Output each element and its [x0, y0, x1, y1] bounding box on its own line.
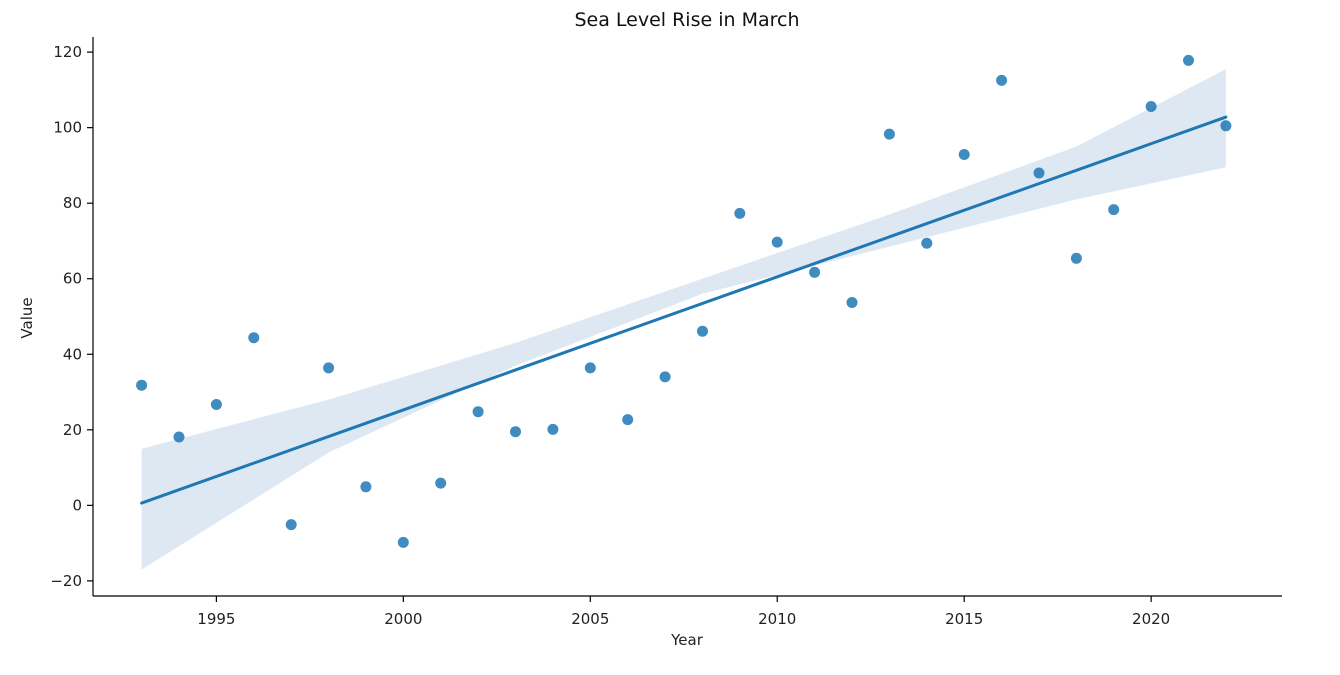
y-tick-label: 0 [72, 496, 82, 514]
data-points-layer [136, 54, 1232, 548]
data-point [1145, 101, 1157, 112]
data-point [248, 332, 260, 344]
y-tick-label: 20 [63, 421, 82, 439]
confidence-band-layer [141, 69, 1226, 570]
data-point [1070, 252, 1082, 264]
x-tick-label: 2000 [384, 610, 422, 628]
data-point [659, 371, 671, 383]
data-point [210, 399, 222, 410]
x-tick-label: 2020 [1132, 610, 1170, 628]
y-tick-label: 40 [63, 345, 82, 363]
data-point [996, 74, 1008, 86]
chart-title: Sea Level Rise in March [574, 9, 799, 31]
data-point [921, 237, 933, 249]
data-point [883, 128, 895, 140]
data-point [958, 149, 970, 160]
regression-line-layer [140, 115, 1228, 505]
data-point [622, 414, 634, 426]
data-point [1108, 204, 1120, 216]
data-point [1220, 120, 1232, 132]
y-axis-ticks: −20 0 20 40 60 80 100 120 [50, 43, 93, 590]
data-point [510, 426, 521, 438]
y-axis-title: Value [18, 297, 36, 338]
x-axis-title: Year [670, 631, 704, 649]
y-tick-label: 120 [53, 43, 82, 61]
data-point [734, 207, 746, 219]
data-point [472, 406, 484, 418]
data-point [173, 431, 185, 443]
data-point [809, 266, 821, 278]
confidence-band [141, 69, 1226, 570]
data-point [136, 379, 148, 391]
data-point [584, 362, 596, 374]
y-tick-label: 60 [63, 270, 82, 288]
data-point [697, 325, 708, 337]
data-point [397, 536, 409, 548]
y-tick-label: −20 [50, 572, 82, 590]
data-point [360, 481, 372, 493]
x-axis-ticks: 1995 2000 2005 2010 2015 2020 [197, 596, 1170, 628]
y-tick-label: 80 [63, 194, 82, 212]
data-point [1033, 167, 1045, 179]
data-point [846, 297, 858, 308]
regression-line [140, 115, 1228, 505]
data-point [1183, 54, 1194, 66]
x-tick-label: 2005 [571, 610, 609, 628]
x-tick-label: 1995 [197, 610, 235, 628]
data-point [435, 477, 447, 489]
y-tick-label: 100 [53, 119, 82, 137]
data-point [771, 236, 783, 248]
data-point [285, 519, 297, 531]
x-tick-label: 2015 [945, 610, 983, 628]
data-point [323, 362, 335, 374]
x-tick-label: 2010 [758, 610, 796, 628]
data-point [547, 423, 559, 435]
